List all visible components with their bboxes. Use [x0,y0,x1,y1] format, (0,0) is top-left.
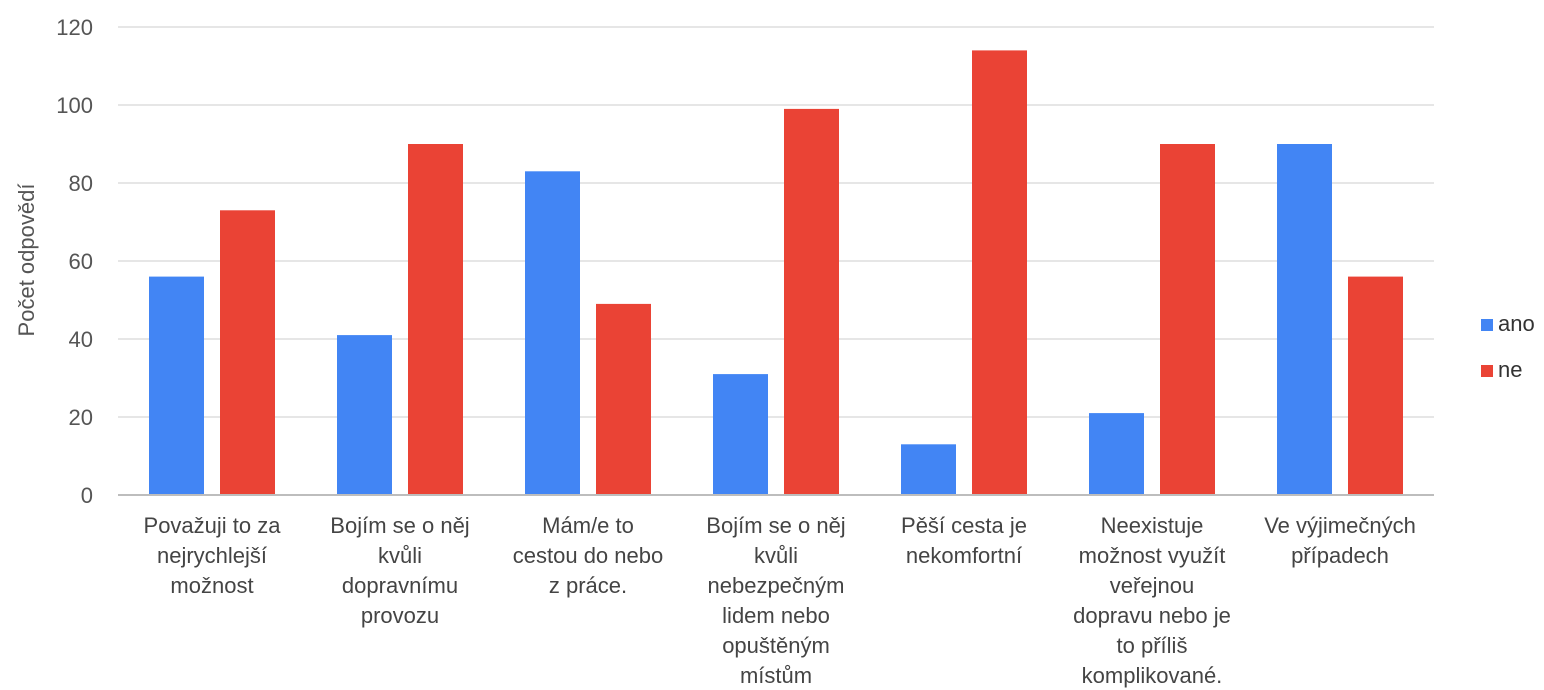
x-category-label-line: Považuji to za [144,513,282,538]
bar-ne-6 [1160,144,1215,495]
y-tick-label: 60 [69,249,93,274]
x-category-label-line: komplikované. [1082,663,1223,688]
x-category-label-line: nekomfortní [906,543,1022,568]
x-category-label-line: kvůli [378,543,422,568]
legend-swatch-ne [1481,365,1493,377]
x-category-label-line: dopravu nebo je [1073,603,1231,628]
y-tick-label: 0 [81,483,93,508]
bar-ano-5 [901,444,956,495]
x-category-label-line: Neexistuje [1101,513,1204,538]
x-category-label-line: nejrychlejší [157,543,267,568]
y-tick-label: 80 [69,171,93,196]
x-category-label-line: možnost [170,573,253,598]
y-tick-label: 20 [69,405,93,430]
x-category-label-line: Bojím se o něj [330,513,469,538]
x-category-label-line: místům [740,663,812,688]
y-tick-label: 40 [69,327,93,352]
legend-swatch-ano [1481,319,1493,331]
x-category-label-line: Pěší cesta je [901,513,1027,538]
bar-ne-7 [1348,276,1403,495]
y-axis-ticks: 0 20 40 60 80 100 120 [56,15,93,508]
gridlines [118,26,1434,418]
legend-label-ano: ano [1498,311,1535,336]
bar-ano-4 [713,374,768,495]
x-category-label-line: případech [1291,543,1389,568]
x-category-label-line: Mám/e to [542,513,634,538]
x-category-label: Neexistuje možnost využít veřejnou dopravu … [1073,513,1231,688]
x-axis-category-labels: Považuji to za nejrychlejší možnost Bojím s… [144,513,1416,688]
legend-label-ne: ne [1498,357,1522,382]
x-category-label-line: možnost využít [1079,543,1226,568]
bar-ne-3 [596,303,651,495]
x-category-label-line: Bojím se o něj [706,513,845,538]
x-category-label: Považuji to za nejrychlejší možnost [144,513,282,598]
x-category-label: Bojím se o něj kvůli dopravnímu provozu [330,513,469,628]
x-category-label-line: dopravnímu [342,573,458,598]
bar-ne-2 [408,144,463,495]
x-category-label: Mám/e to cestou do nebo z práce. [513,513,663,598]
x-category-label: Ve výjimečných případech [1264,513,1416,568]
y-tick-label: 120 [56,15,93,40]
x-category-label-line: z práce. [549,573,627,598]
x-category-label-line: cestou do nebo [513,543,663,568]
bars [149,50,1403,496]
y-axis-title: Počet odpovědí [14,184,39,337]
bar-ano-3 [525,171,580,496]
bar-ne-1 [220,210,275,496]
legend: ano ne [1481,311,1535,382]
x-category-label: Bojím se o něj kvůli nebezpečným lidem nebo… [706,513,845,688]
x-category-label-line: provozu [361,603,439,628]
x-category-label-line: lidem nebo [722,603,830,628]
x-category-label: Pěší cesta je nekomfortní [901,513,1027,568]
y-tick-label: 100 [56,93,93,118]
bar-ano-1 [149,276,204,495]
bar-ano-6 [1089,413,1144,495]
x-category-label-line: veřejnou [1110,573,1194,598]
x-category-label-line: opuštěným [722,633,830,658]
x-category-label-line: to příliš [1117,633,1188,658]
x-category-label-line: nebezpečným [708,573,845,598]
bar-ne-5 [972,50,1027,496]
x-category-label-line: kvůli [754,543,798,568]
bar-ne-4 [784,108,839,496]
x-category-label-line: Ve výjimečných [1264,513,1416,538]
bar-ano-7 [1277,144,1332,495]
bar-ano-2 [337,335,392,495]
